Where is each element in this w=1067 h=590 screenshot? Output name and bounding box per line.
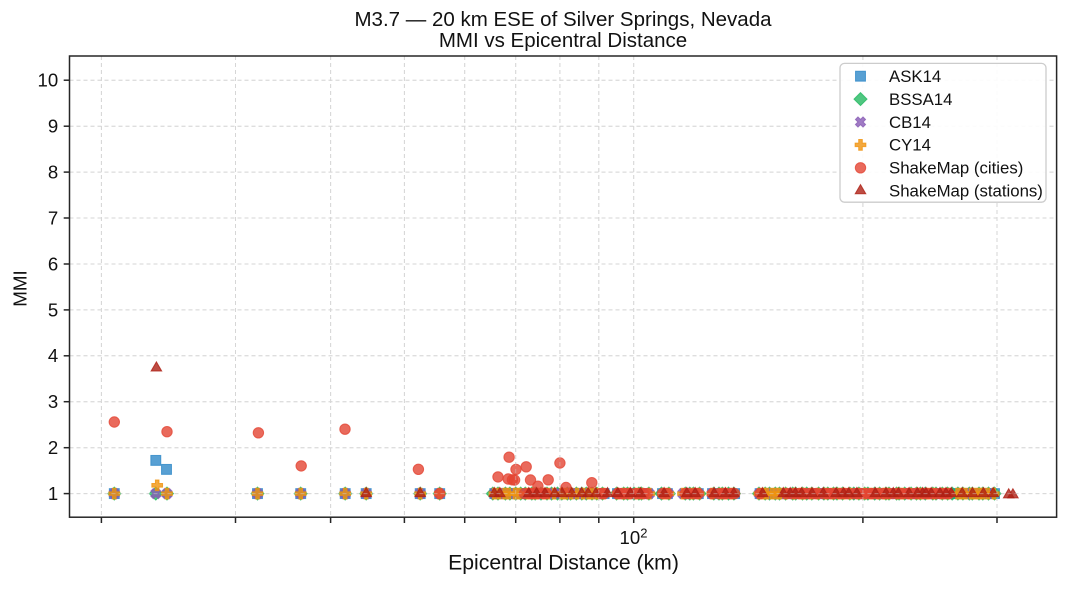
svg-text:CY14: CY14 <box>889 136 931 155</box>
svg-text:9: 9 <box>48 116 58 137</box>
svg-text:ASK14: ASK14 <box>889 67 941 86</box>
svg-text:3: 3 <box>48 391 58 412</box>
svg-text:10: 10 <box>38 70 59 91</box>
svg-text:Epicentral Distance (km): Epicentral Distance (km) <box>448 551 679 574</box>
svg-text:4: 4 <box>48 345 58 366</box>
svg-text:7: 7 <box>48 207 58 228</box>
svg-text:2: 2 <box>48 437 58 458</box>
svg-text:MMI vs Epicentral Distance: MMI vs Epicentral Distance <box>439 29 687 52</box>
svg-text:BSSA14: BSSA14 <box>889 90 952 109</box>
svg-text:MMI: MMI <box>9 270 30 307</box>
svg-text:CB14: CB14 <box>889 113 931 132</box>
svg-text:ShakeMap (cities): ShakeMap (cities) <box>889 159 1023 178</box>
svg-text:M3.7 — 20 km ESE of Silver Spr: M3.7 — 20 km ESE of Silver Springs, Neva… <box>354 8 772 31</box>
svg-text:ShakeMap (stations): ShakeMap (stations) <box>889 182 1043 201</box>
svg-text:1: 1 <box>48 483 58 504</box>
svg-text:6: 6 <box>48 253 58 274</box>
svg-text:8: 8 <box>48 162 58 183</box>
svg-text:5: 5 <box>48 299 58 320</box>
